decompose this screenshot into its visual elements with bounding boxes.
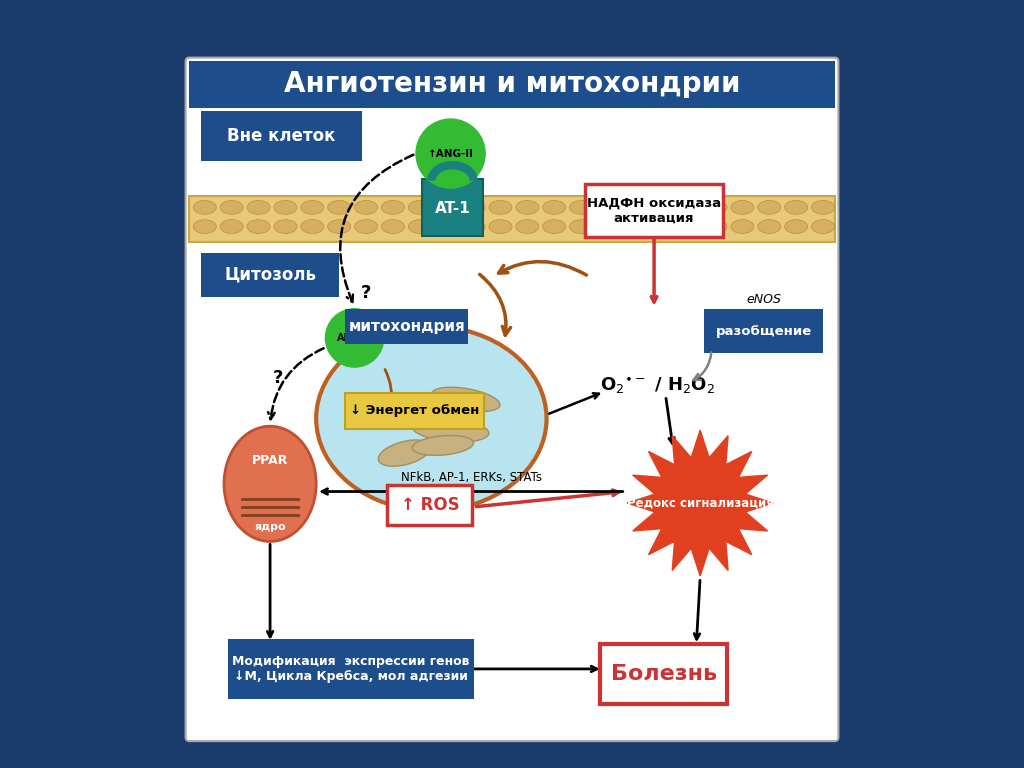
Ellipse shape xyxy=(784,220,808,233)
Text: ?: ? xyxy=(360,284,372,303)
Ellipse shape xyxy=(624,220,646,233)
Text: ↑ ROS: ↑ ROS xyxy=(400,495,459,514)
Ellipse shape xyxy=(569,200,593,214)
FancyBboxPatch shape xyxy=(344,393,483,429)
Ellipse shape xyxy=(462,220,485,233)
FancyBboxPatch shape xyxy=(227,639,473,699)
Ellipse shape xyxy=(409,220,431,233)
Circle shape xyxy=(416,119,485,188)
Ellipse shape xyxy=(758,220,781,233)
Ellipse shape xyxy=(247,200,270,214)
Text: НАДФН оксидаза
активация: НАДФН оксидаза активация xyxy=(587,197,721,224)
Text: NFkB, AP-1, ERKs, STATs: NFkB, AP-1, ERKs, STATs xyxy=(400,471,542,484)
Text: митохондрия: митохондрия xyxy=(348,319,465,334)
Text: O$_2$$^{\bullet-}$ / H$_2$O$_2$: O$_2$$^{\bullet-}$ / H$_2$O$_2$ xyxy=(600,376,716,396)
Ellipse shape xyxy=(413,435,473,455)
Ellipse shape xyxy=(274,220,297,233)
Text: PPAR: PPAR xyxy=(252,455,289,467)
FancyBboxPatch shape xyxy=(705,309,823,353)
Text: AT-1: AT-1 xyxy=(434,201,470,217)
Ellipse shape xyxy=(543,220,565,233)
Text: разобщение: разобщение xyxy=(716,325,812,337)
Ellipse shape xyxy=(301,200,324,214)
FancyArrowPatch shape xyxy=(499,262,587,275)
Ellipse shape xyxy=(731,200,754,214)
Ellipse shape xyxy=(489,200,512,214)
Ellipse shape xyxy=(731,220,754,233)
Ellipse shape xyxy=(382,220,404,233)
Ellipse shape xyxy=(677,220,700,233)
FancyBboxPatch shape xyxy=(422,179,483,236)
FancyBboxPatch shape xyxy=(185,58,839,741)
Ellipse shape xyxy=(354,220,378,233)
Polygon shape xyxy=(627,430,773,576)
Ellipse shape xyxy=(543,200,565,214)
FancyBboxPatch shape xyxy=(189,61,835,108)
Ellipse shape xyxy=(328,220,350,233)
Ellipse shape xyxy=(382,200,404,214)
Ellipse shape xyxy=(220,200,244,214)
Ellipse shape xyxy=(596,220,620,233)
FancyBboxPatch shape xyxy=(189,196,835,242)
Ellipse shape xyxy=(382,400,442,429)
Ellipse shape xyxy=(328,200,350,214)
Text: ↑ANG-II: ↑ANG-II xyxy=(428,148,473,159)
Text: Ангиотензин и митохондрии: Ангиотензин и митохондрии xyxy=(284,71,740,98)
Ellipse shape xyxy=(462,200,485,214)
Text: ANG-II: ANG-II xyxy=(337,333,372,343)
Ellipse shape xyxy=(596,200,620,214)
Ellipse shape xyxy=(624,200,646,214)
Ellipse shape xyxy=(274,200,297,214)
Ellipse shape xyxy=(413,418,488,442)
Ellipse shape xyxy=(435,200,459,214)
Text: eNOS: eNOS xyxy=(746,293,781,306)
Ellipse shape xyxy=(432,387,500,412)
Text: ↓ Энергет обмен: ↓ Энергет обмен xyxy=(350,405,479,417)
Ellipse shape xyxy=(247,220,270,233)
FancyArrowPatch shape xyxy=(268,348,324,419)
Text: ядро: ядро xyxy=(254,521,286,532)
Text: Вне клеток: Вне клеток xyxy=(227,127,336,145)
Ellipse shape xyxy=(677,200,700,214)
FancyBboxPatch shape xyxy=(387,485,472,525)
Ellipse shape xyxy=(516,220,539,233)
Ellipse shape xyxy=(378,440,431,466)
Ellipse shape xyxy=(650,220,674,233)
Ellipse shape xyxy=(489,220,512,233)
FancyBboxPatch shape xyxy=(585,184,723,237)
Ellipse shape xyxy=(220,220,244,233)
FancyBboxPatch shape xyxy=(201,253,339,297)
Text: Редокс сигнализация: Редокс сигнализация xyxy=(627,497,773,509)
Ellipse shape xyxy=(224,426,316,541)
Text: ?: ? xyxy=(272,369,283,387)
Ellipse shape xyxy=(650,200,674,214)
Ellipse shape xyxy=(301,220,324,233)
Ellipse shape xyxy=(811,220,835,233)
Ellipse shape xyxy=(811,200,835,214)
FancyArrowPatch shape xyxy=(479,274,511,335)
FancyArrowPatch shape xyxy=(693,353,712,380)
Ellipse shape xyxy=(194,200,216,214)
Ellipse shape xyxy=(194,220,216,233)
Ellipse shape xyxy=(516,200,539,214)
Ellipse shape xyxy=(784,200,808,214)
Ellipse shape xyxy=(569,220,593,233)
Ellipse shape xyxy=(705,220,727,233)
Ellipse shape xyxy=(316,326,547,511)
Circle shape xyxy=(326,309,384,367)
Text: Болезнь: Болезнь xyxy=(611,664,717,684)
FancyBboxPatch shape xyxy=(344,309,468,344)
FancyArrowPatch shape xyxy=(340,154,414,302)
Ellipse shape xyxy=(435,220,459,233)
Text: Модификация  экспрессии генов
↓M, Цикла Кребса, мол адгезии: Модификация экспрессии генов ↓M, Цикла К… xyxy=(232,655,469,683)
Ellipse shape xyxy=(758,200,781,214)
Ellipse shape xyxy=(354,200,378,214)
FancyBboxPatch shape xyxy=(201,111,362,161)
Text: Цитозоль: Цитозоль xyxy=(224,266,316,284)
FancyBboxPatch shape xyxy=(600,644,727,704)
Ellipse shape xyxy=(409,200,431,214)
Ellipse shape xyxy=(705,200,727,214)
